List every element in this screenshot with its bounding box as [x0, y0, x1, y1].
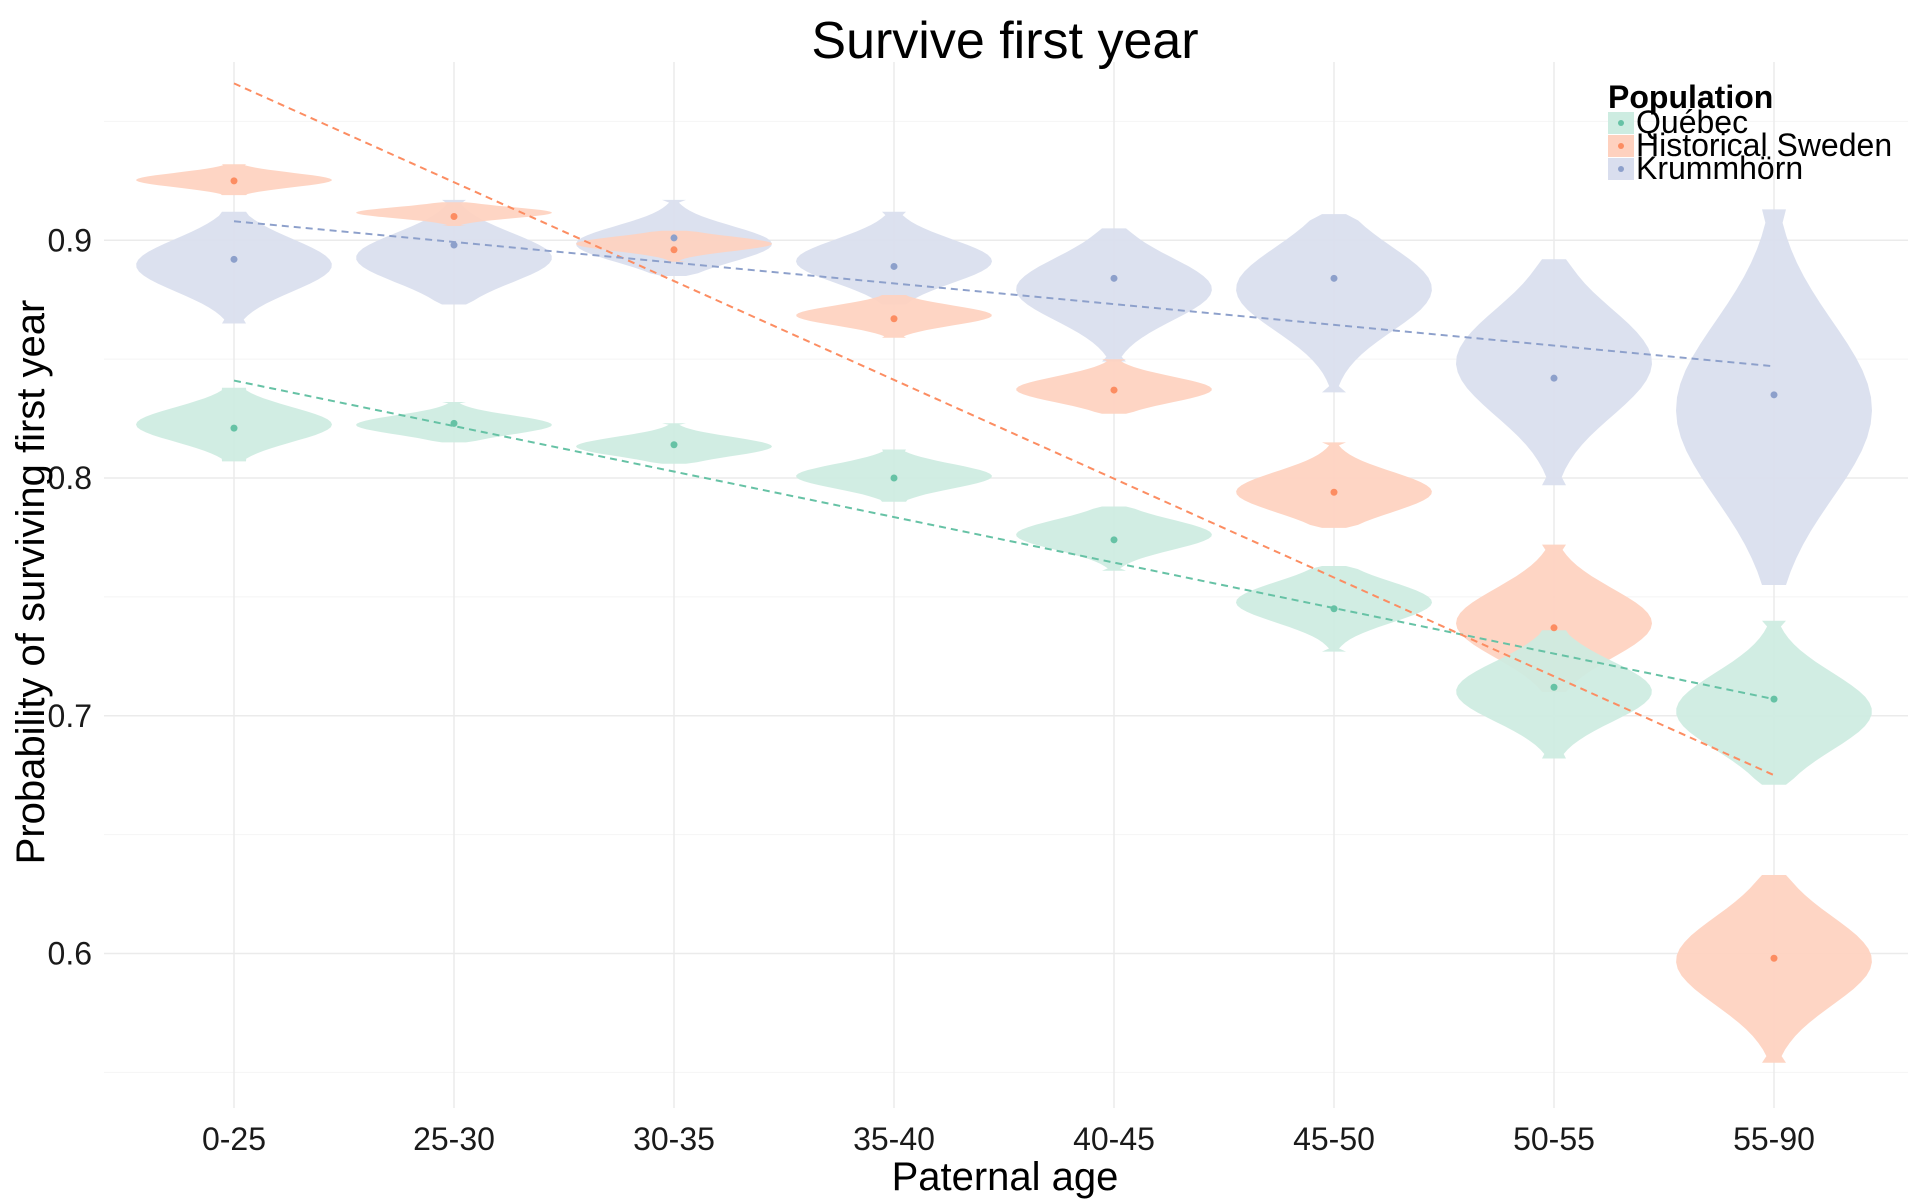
violin-krummh-rn-40-45 — [1016, 228, 1212, 362]
data-point-qu-bec-35-40 — [890, 474, 898, 482]
x-tick-label: 40-45 — [1073, 1121, 1155, 1157]
y-axis-title: Probability of surviving first year — [9, 300, 53, 865]
legend-item-historical-sweden: Historical Sweden — [1608, 127, 1892, 163]
x-tick-label: 30-35 — [633, 1121, 715, 1157]
data-point-qu-bec-45-50 — [1330, 605, 1338, 613]
violin-krummh-rn-35-40 — [796, 211, 992, 305]
violin-qu-bec-50-55 — [1456, 630, 1652, 759]
legend-point — [1618, 120, 1624, 126]
x-tick-label: 35-40 — [853, 1121, 935, 1157]
violin-historical-sweden-40-45 — [1016, 359, 1212, 414]
legend-title: Population — [1608, 79, 1773, 115]
data-point-qu-bec-40-45 — [1110, 536, 1118, 544]
legend-point — [1618, 143, 1624, 149]
x-tick-label: 0-25 — [202, 1121, 266, 1157]
data-point-krummh-rn-25-30 — [450, 241, 458, 249]
data-point-historical-sweden-45-50 — [1330, 488, 1338, 496]
legend-label: Québec — [1636, 104, 1748, 140]
y-tick-label: 0.7 — [48, 698, 92, 734]
legend-point — [1618, 166, 1624, 172]
violin-historical-sweden-30-35 — [576, 230, 772, 262]
data-point-krummh-rn-0-25 — [230, 255, 238, 263]
violin-historical-sweden-55-90 — [1676, 875, 1872, 1063]
legend-label: Historical Sweden — [1636, 127, 1892, 163]
legend-item-krummh-rn: Krummhörn — [1608, 150, 1803, 186]
y-axis-ticks: 0.6 0.7 0.8 0.9 — [48, 222, 92, 971]
trend-line-historical-sweden — [233, 82, 1775, 777]
x-tick-label: 50-55 — [1513, 1121, 1595, 1157]
x-axis-title: Paternal age — [892, 1155, 1119, 1199]
violin-qu-bec-0-25 — [136, 387, 332, 462]
x-tick-label: 25-30 — [413, 1121, 495, 1157]
data-point-qu-bec-50-55 — [1550, 683, 1558, 691]
x-tick-label: 45-50 — [1293, 1121, 1375, 1157]
data-point-qu-bec-30-35 — [670, 441, 678, 449]
data-point-historical-sweden-35-40 — [890, 315, 898, 323]
trend-line-qu-bec — [233, 379, 1775, 701]
data-points — [230, 177, 1778, 962]
trend-line-krummh-rn — [233, 220, 1775, 368]
data-point-historical-sweden-30-35 — [670, 246, 678, 254]
y-tick-label: 0.9 — [48, 222, 92, 258]
data-point-krummh-rn-55-90 — [1770, 391, 1778, 399]
data-point-qu-bec-55-90 — [1770, 695, 1778, 703]
data-point-historical-sweden-25-30 — [450, 213, 458, 221]
data-point-qu-bec-0-25 — [230, 424, 238, 432]
violin-krummh-rn-50-55 — [1456, 259, 1652, 486]
violin-krummh-rn-25-30 — [356, 199, 552, 305]
data-point-historical-sweden-40-45 — [1110, 386, 1118, 394]
data-point-krummh-rn-35-40 — [890, 262, 898, 270]
data-point-historical-sweden-0-25 — [230, 177, 238, 185]
x-axis-ticks: 0-25 25-30 30-35 35-40 40-45 45-50 50-55 55-90 — [202, 1121, 1815, 1157]
data-point-krummh-rn-50-55 — [1550, 374, 1558, 382]
data-point-krummh-rn-30-35 — [670, 234, 678, 242]
data-point-qu-bec-25-30 — [450, 419, 458, 427]
data-point-historical-sweden-50-55 — [1550, 624, 1558, 632]
data-point-historical-sweden-55-90 — [1770, 954, 1778, 962]
chart-title: Survive first year — [811, 12, 1198, 70]
y-tick-label: 0.6 — [48, 935, 92, 971]
x-tick-label: 55-90 — [1733, 1121, 1815, 1157]
violin-krummh-rn-45-50 — [1236, 214, 1432, 393]
data-point-krummh-rn-45-50 — [1330, 274, 1338, 282]
legend-item-qu-bec: Québec — [1608, 104, 1748, 140]
violin-krummh-rn-0-25 — [136, 211, 332, 324]
data-point-krummh-rn-40-45 — [1110, 274, 1118, 282]
violin-qu-bec-55-90 — [1676, 620, 1872, 785]
trend-lines — [233, 82, 1775, 777]
y-tick-label: 0.8 — [48, 460, 92, 496]
legend-label: Krummhörn — [1636, 150, 1803, 186]
violin-historical-sweden-45-50 — [1236, 442, 1432, 528]
